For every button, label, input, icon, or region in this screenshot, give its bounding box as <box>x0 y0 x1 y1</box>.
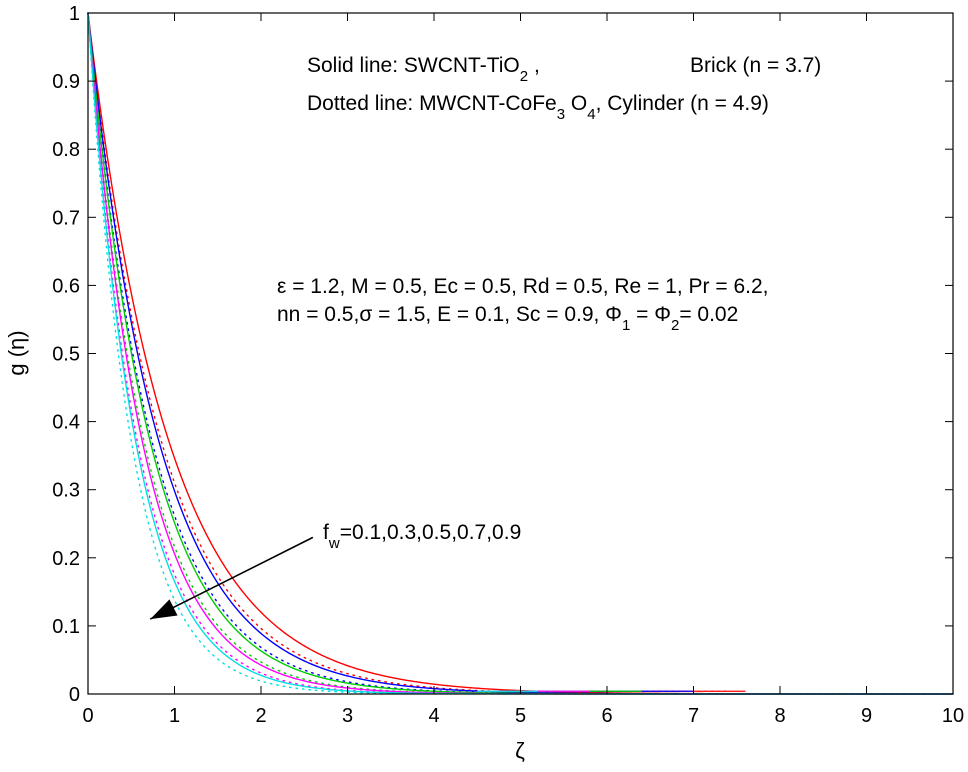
x-tick-label: 9 <box>861 705 872 727</box>
x-tick-label: 2 <box>255 705 266 727</box>
x-tick-label: 5 <box>515 705 526 727</box>
params-line-2-c: = 0.02 <box>679 303 738 326</box>
legend-solid-shape: Brick (n = 3.7) <box>690 54 821 77</box>
y-tick-label: 0 <box>69 684 80 706</box>
x-tick-label: 0 <box>82 705 93 727</box>
params-line-2-b: = Φ <box>630 303 671 326</box>
y-axis-label: g (η) <box>4 330 29 375</box>
legend-dotted-sub1: 3 <box>557 106 565 123</box>
y-tick-label: 0.2 <box>52 548 80 570</box>
legend-dotted-suffix: , Cylinder (n = 4.9) <box>596 92 769 115</box>
y-tick-label: 0.5 <box>52 344 80 366</box>
params-line-2: nn = 0.5,σ = 1.5, E = 0.1, Sc = 0.9, Φ1 … <box>277 303 738 334</box>
plot-area <box>88 13 953 694</box>
fw-sub: w <box>328 535 340 552</box>
params-sub-1: 1 <box>622 317 630 334</box>
fw-values: =0.1,0.3,0.5,0.7,0.9 <box>340 521 522 544</box>
x-tick-label: 6 <box>601 705 612 727</box>
x-axis-label: ζ <box>515 738 525 763</box>
legend-dotted-line: Dotted line: MWCNT-CoFe3 O4, Cylinder (n… <box>307 92 769 123</box>
fw-prefix: f <box>323 521 329 544</box>
legend-solid-sub: 2 <box>520 68 528 85</box>
fw-arrow-line <box>149 536 314 620</box>
fw-annotation: fw=0.1,0.3,0.5,0.7,0.9 <box>323 521 521 552</box>
y-tick-label: 0.3 <box>52 480 80 502</box>
x-tick-label: 7 <box>688 705 699 727</box>
ticks-layer: 0 1 2 3 4 5 6 7 8 9 10 0 0.1 0.2 0.3 0.4 0.5 0.6 0.7 0.8 0.9… <box>52 3 964 727</box>
y-tick-label: 0.8 <box>52 139 80 161</box>
y-tick-label: 1 <box>69 3 80 25</box>
fw-arrow-head <box>150 599 178 620</box>
y-tick-label: 0.9 <box>52 71 80 93</box>
params-sub-2: 2 <box>671 317 679 334</box>
y-tick-label: 0.7 <box>52 207 80 229</box>
x-tick-label: 8 <box>774 705 785 727</box>
legend-dotted-prefix: Dotted line: MWCNT-CoFe <box>307 92 557 115</box>
x-tick-label: 3 <box>342 705 353 727</box>
params-line-2-a: nn = 0.5,σ = 1.5, E = 0.1, Sc = 0.9, Φ <box>277 303 622 326</box>
x-tick-label: 4 <box>428 705 439 727</box>
series-dotted-2 <box>87 12 954 695</box>
x-tick-label: 10 <box>942 705 964 727</box>
arrow-layer <box>149 536 314 620</box>
x-tick-label: 1 <box>169 705 180 727</box>
legend-dotted-mid: O <box>565 92 587 115</box>
y-tick-label: 0.6 <box>52 275 80 297</box>
params-line-1: ε = 1.2, M = 0.5, Ec = 0.5, Rd = 0.5, Re… <box>277 275 768 298</box>
legend-solid-suffix: , <box>528 54 540 77</box>
legend-dotted-sub2: 4 <box>587 106 595 123</box>
y-tick-label: 0.1 <box>52 616 80 638</box>
legend-solid-line: Solid line: SWCNT-TiO2 , <box>307 54 540 85</box>
legend-solid-prefix: Solid line: SWCNT-TiO <box>307 54 520 77</box>
y-tick-label: 0.4 <box>52 412 80 434</box>
